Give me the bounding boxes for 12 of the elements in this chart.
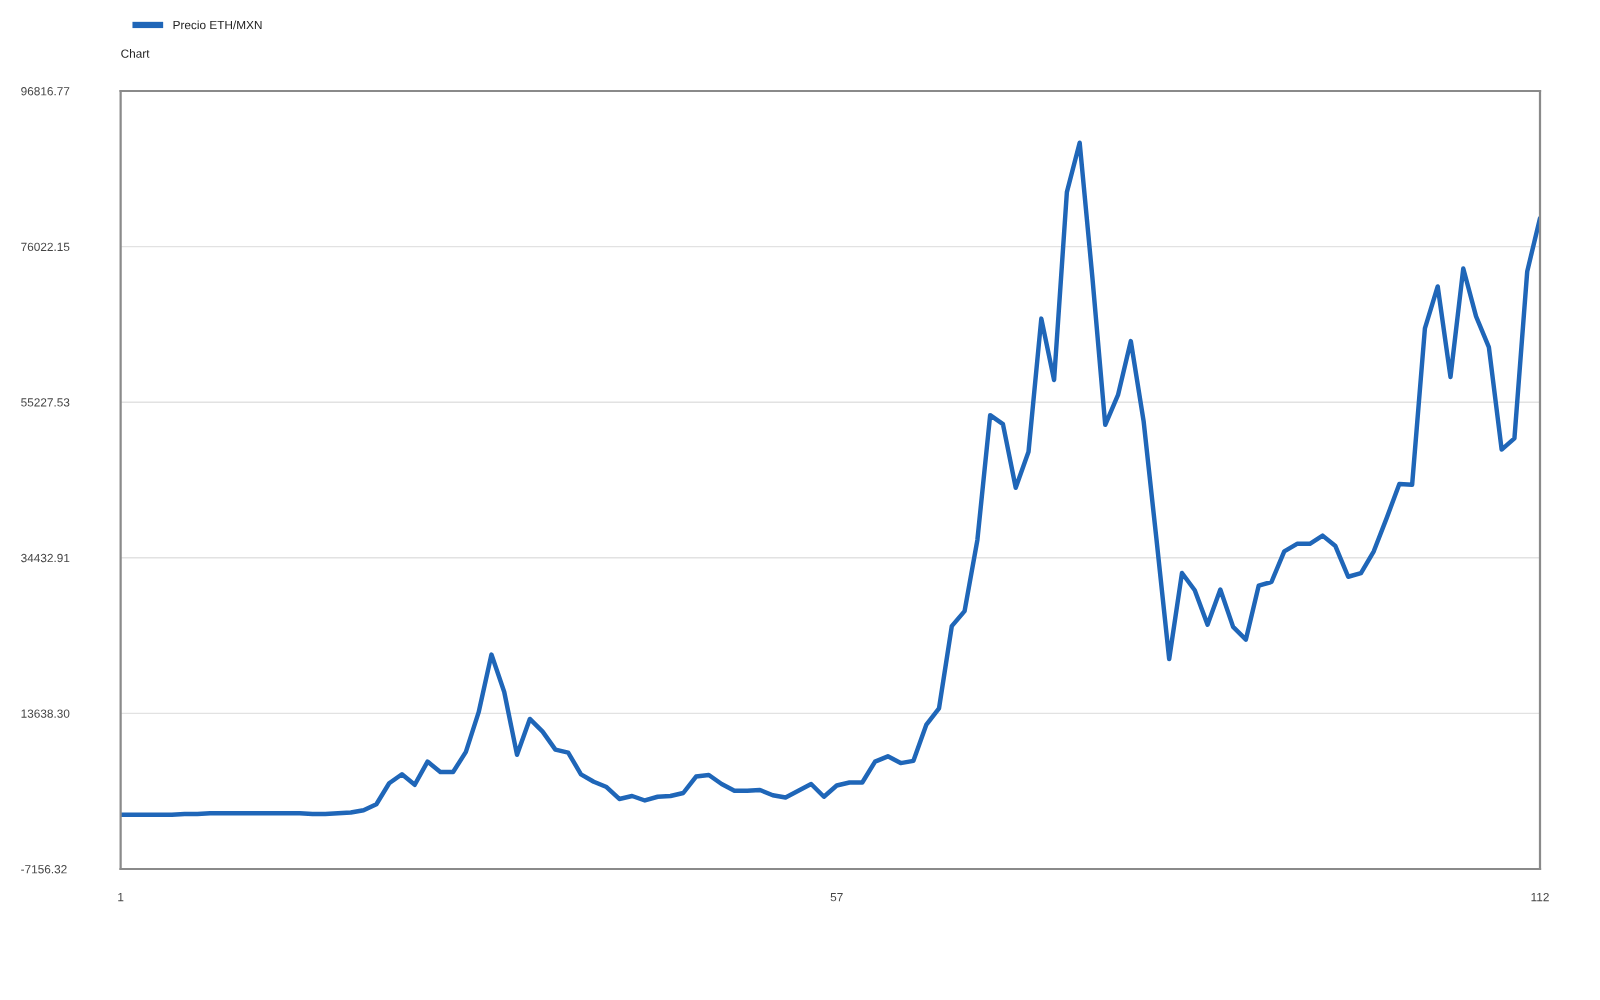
x-tick-label: 112 <box>1531 892 1549 902</box>
y-tick-label: 13638.30 <box>21 709 70 718</box>
y-tick-label: 55227.53 <box>21 398 70 407</box>
line-series <box>120 140 1540 817</box>
chart-title: Chart <box>121 49 150 58</box>
y-tick-label: 96816.77 <box>21 87 70 96</box>
x-tick-label: 57 <box>830 893 843 902</box>
y-tick-label: -7156.32 <box>21 865 67 874</box>
x-tick-label: 1 <box>118 893 124 902</box>
legend-label: Precio ETH/MXN <box>173 20 262 30</box>
y-tick-label: 34432.91 <box>21 553 70 563</box>
y-tick-label: 76022.15 <box>21 242 70 251</box>
